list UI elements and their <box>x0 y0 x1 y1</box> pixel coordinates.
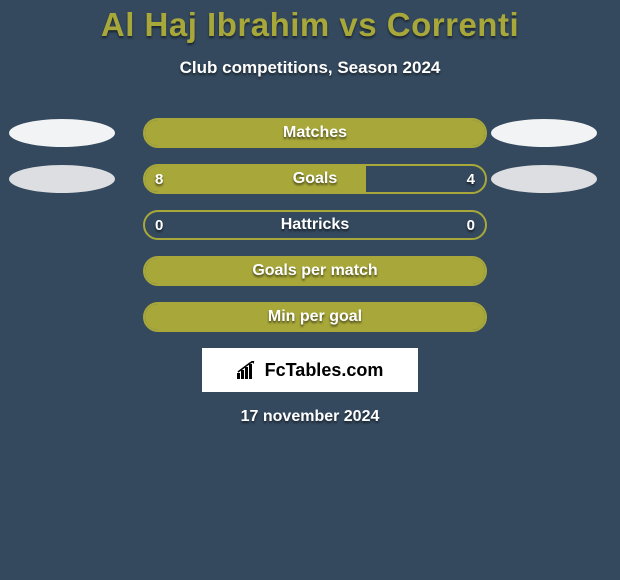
bar-mpg: Min per goal <box>143 302 487 332</box>
logo-box: FcTables.com <box>202 348 418 392</box>
oval-left-goals <box>9 165 115 193</box>
page-title: Al Haj Ibrahim vs Correnti <box>0 0 620 44</box>
row-min-per-goal: Min per goal <box>5 302 615 332</box>
logo-text: FcTables.com <box>265 360 384 381</box>
bar-label-hattricks: Hattricks <box>145 212 485 238</box>
bar-gpm: Goals per match <box>143 256 487 286</box>
bar-val-right-hattricks: 0 <box>467 212 475 238</box>
barchart-icon <box>237 361 259 379</box>
bar-val-right-goals: 4 <box>467 166 475 192</box>
comparison-rows: Matches 8 Goals 4 0 Hattricks 0 <box>5 118 615 332</box>
date-line: 17 november 2024 <box>0 408 620 426</box>
bar-val-left-hattricks: 0 <box>155 212 163 238</box>
row-matches: Matches <box>5 118 615 148</box>
bar-goals: 8 Goals 4 <box>143 164 487 194</box>
oval-right-matches <box>491 119 597 147</box>
bar-matches: Matches <box>143 118 487 148</box>
row-goals: 8 Goals 4 <box>5 164 615 194</box>
bar-fill-left-matches <box>145 120 485 146</box>
bar-fill-left-goals <box>145 166 366 192</box>
oval-right-goals <box>491 165 597 193</box>
oval-left-matches <box>9 119 115 147</box>
row-hattricks: 0 Hattricks 0 <box>5 210 615 240</box>
bar-fill-left-mpg <box>145 304 485 330</box>
bar-fill-left-gpm <box>145 258 485 284</box>
page-subtitle: Club competitions, Season 2024 <box>0 58 620 78</box>
row-goals-per-match: Goals per match <box>5 256 615 286</box>
bar-hattricks: 0 Hattricks 0 <box>143 210 487 240</box>
